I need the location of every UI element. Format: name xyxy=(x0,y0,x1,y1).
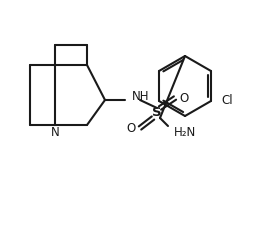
Text: O: O xyxy=(179,92,188,105)
Text: O: O xyxy=(127,121,136,134)
Text: NH: NH xyxy=(132,91,150,103)
Text: Cl: Cl xyxy=(221,94,233,107)
Text: H₂N: H₂N xyxy=(174,126,196,139)
Text: N: N xyxy=(51,127,59,140)
Text: S: S xyxy=(152,107,162,120)
